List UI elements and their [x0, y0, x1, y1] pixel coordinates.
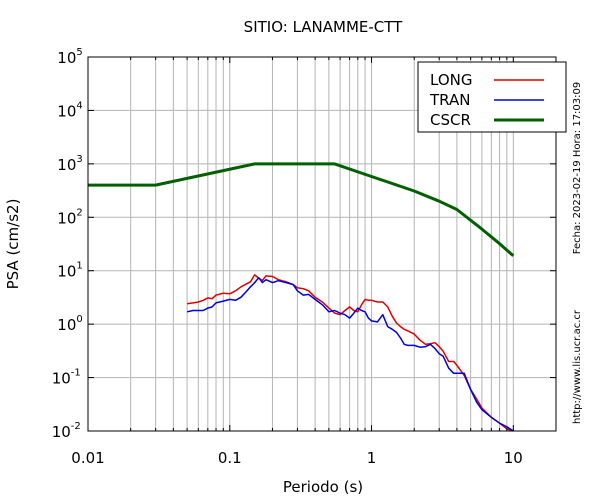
series-layer — [88, 162, 515, 432]
y-tick-label-exponent: 0 — [76, 314, 82, 325]
y-tick-label-base: 10 — [57, 102, 76, 120]
date-text: Fecha: 2023-02-19 Hora: 17:03:09 — [572, 82, 583, 255]
url-text: http://www.lis.ucr.ac.cr — [572, 309, 583, 424]
plot-frame — [87, 56, 557, 432]
y-tick-label-exponent: 5 — [76, 47, 82, 58]
legend-label-tran: TRAN — [429, 91, 470, 109]
y-tick-label-base: 10 — [57, 49, 76, 67]
y-tick-label-exponent: -2 — [71, 421, 81, 432]
y-tick-label-exponent: 1 — [76, 261, 82, 272]
y-tick-label-exponent: 2 — [76, 207, 82, 218]
y-tick-label: 10 5 — [57, 47, 82, 67]
y-tick-label-base: 10 — [57, 156, 76, 174]
legend: LONG TRAN CSCR — [417, 61, 567, 133]
x-tick-label: 1 — [367, 449, 377, 467]
y-tick-label-exponent: 4 — [76, 100, 82, 111]
grid — [88, 57, 557, 431]
x-tick-label: 10 — [504, 449, 523, 467]
x-tick-label: 0.1 — [218, 449, 242, 467]
series-line-long — [186, 274, 514, 432]
y-tick-label: 10 0 — [57, 314, 82, 334]
y-tick-label-base: 10 — [52, 423, 71, 441]
series-line-tran — [186, 276, 514, 432]
x-tick-label: 0.01 — [71, 449, 104, 467]
y-tick-label: 10 1 — [57, 261, 82, 281]
y-tick-label-exponent: 3 — [76, 154, 82, 165]
y-tick-label-base: 10 — [57, 263, 76, 281]
y-tick-label-base: 10 — [52, 370, 71, 388]
chart-title: SITIO: LANAMME-CTT — [244, 18, 403, 36]
y-tick-label: 10 -2 — [52, 421, 81, 441]
x-axis-label: Periodo (s) — [283, 478, 363, 496]
legend-label-cscr: CSCR — [430, 111, 471, 129]
y-tick-label-exponent: -1 — [71, 368, 81, 379]
y-tick-label-base: 10 — [57, 209, 76, 227]
y-axis-label: PSA (cm/s2) — [4, 199, 22, 290]
y-tick-label: 10 3 — [57, 154, 82, 174]
y-tick-label: 10 2 — [57, 207, 82, 227]
x-tick-labels: 0.01 0.1 1 10 — [71, 449, 523, 467]
y-tick-label: 10 4 — [57, 100, 82, 120]
y-tick-label: 10 -1 — [52, 368, 81, 388]
legend-label-long: LONG — [430, 71, 472, 89]
y-tick-label-base: 10 — [57, 316, 76, 334]
tick-marks — [87, 56, 557, 432]
series-line-cscr — [88, 162, 515, 257]
